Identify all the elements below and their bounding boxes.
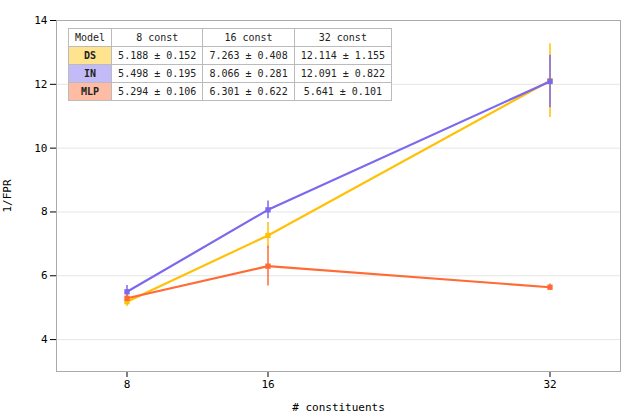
html-text:5.498 ± 0.195: 5.498 ± 0.195 xyxy=(118,68,197,79)
html-text:7.263 ± 0.408: 7.263 ± 0.408 xyxy=(209,50,288,61)
svg-text:14: 14 xyxy=(34,14,48,27)
svg-text:32: 32 xyxy=(543,378,556,391)
html-text:5.294 ± 0.106: 5.294 ± 0.106 xyxy=(118,86,197,97)
svg-text:4: 4 xyxy=(41,333,48,346)
svg-text:6: 6 xyxy=(41,269,48,282)
html-text:12.114 ± 1.155: 12.114 ± 1.155 xyxy=(300,50,385,61)
svg-text:12: 12 xyxy=(34,78,47,91)
svg-text:# constituents: # constituents xyxy=(292,401,385,413)
svg-text:1/FPR: 1/FPR xyxy=(1,179,14,212)
svg-text:8: 8 xyxy=(124,378,131,391)
html-text:8 const: 8 const xyxy=(136,32,179,43)
html-text:Model: Model xyxy=(75,32,106,43)
html-text:5.188 ± 0.152: 5.188 ± 0.152 xyxy=(118,50,197,61)
svg-text:16: 16 xyxy=(261,378,274,391)
html-text:IN: IN xyxy=(84,68,97,79)
html-text:DS: DS xyxy=(84,50,97,61)
html-text:32 const: 32 const xyxy=(318,32,367,43)
html-text:8.066 ± 0.281: 8.066 ± 0.281 xyxy=(209,68,288,79)
svg-text:8: 8 xyxy=(41,205,48,218)
svg-text:10: 10 xyxy=(34,142,47,155)
html-text:16 const: 16 const xyxy=(224,32,273,43)
html-text:5.641 ± 0.101: 5.641 ± 0.101 xyxy=(303,86,382,97)
html-text:MLP: MLP xyxy=(81,86,100,97)
html-text:12.091 ± 0.822: 12.091 ± 0.822 xyxy=(300,68,385,79)
html-text:6.301 ± 0.622: 6.301 ± 0.622 xyxy=(209,86,288,97)
